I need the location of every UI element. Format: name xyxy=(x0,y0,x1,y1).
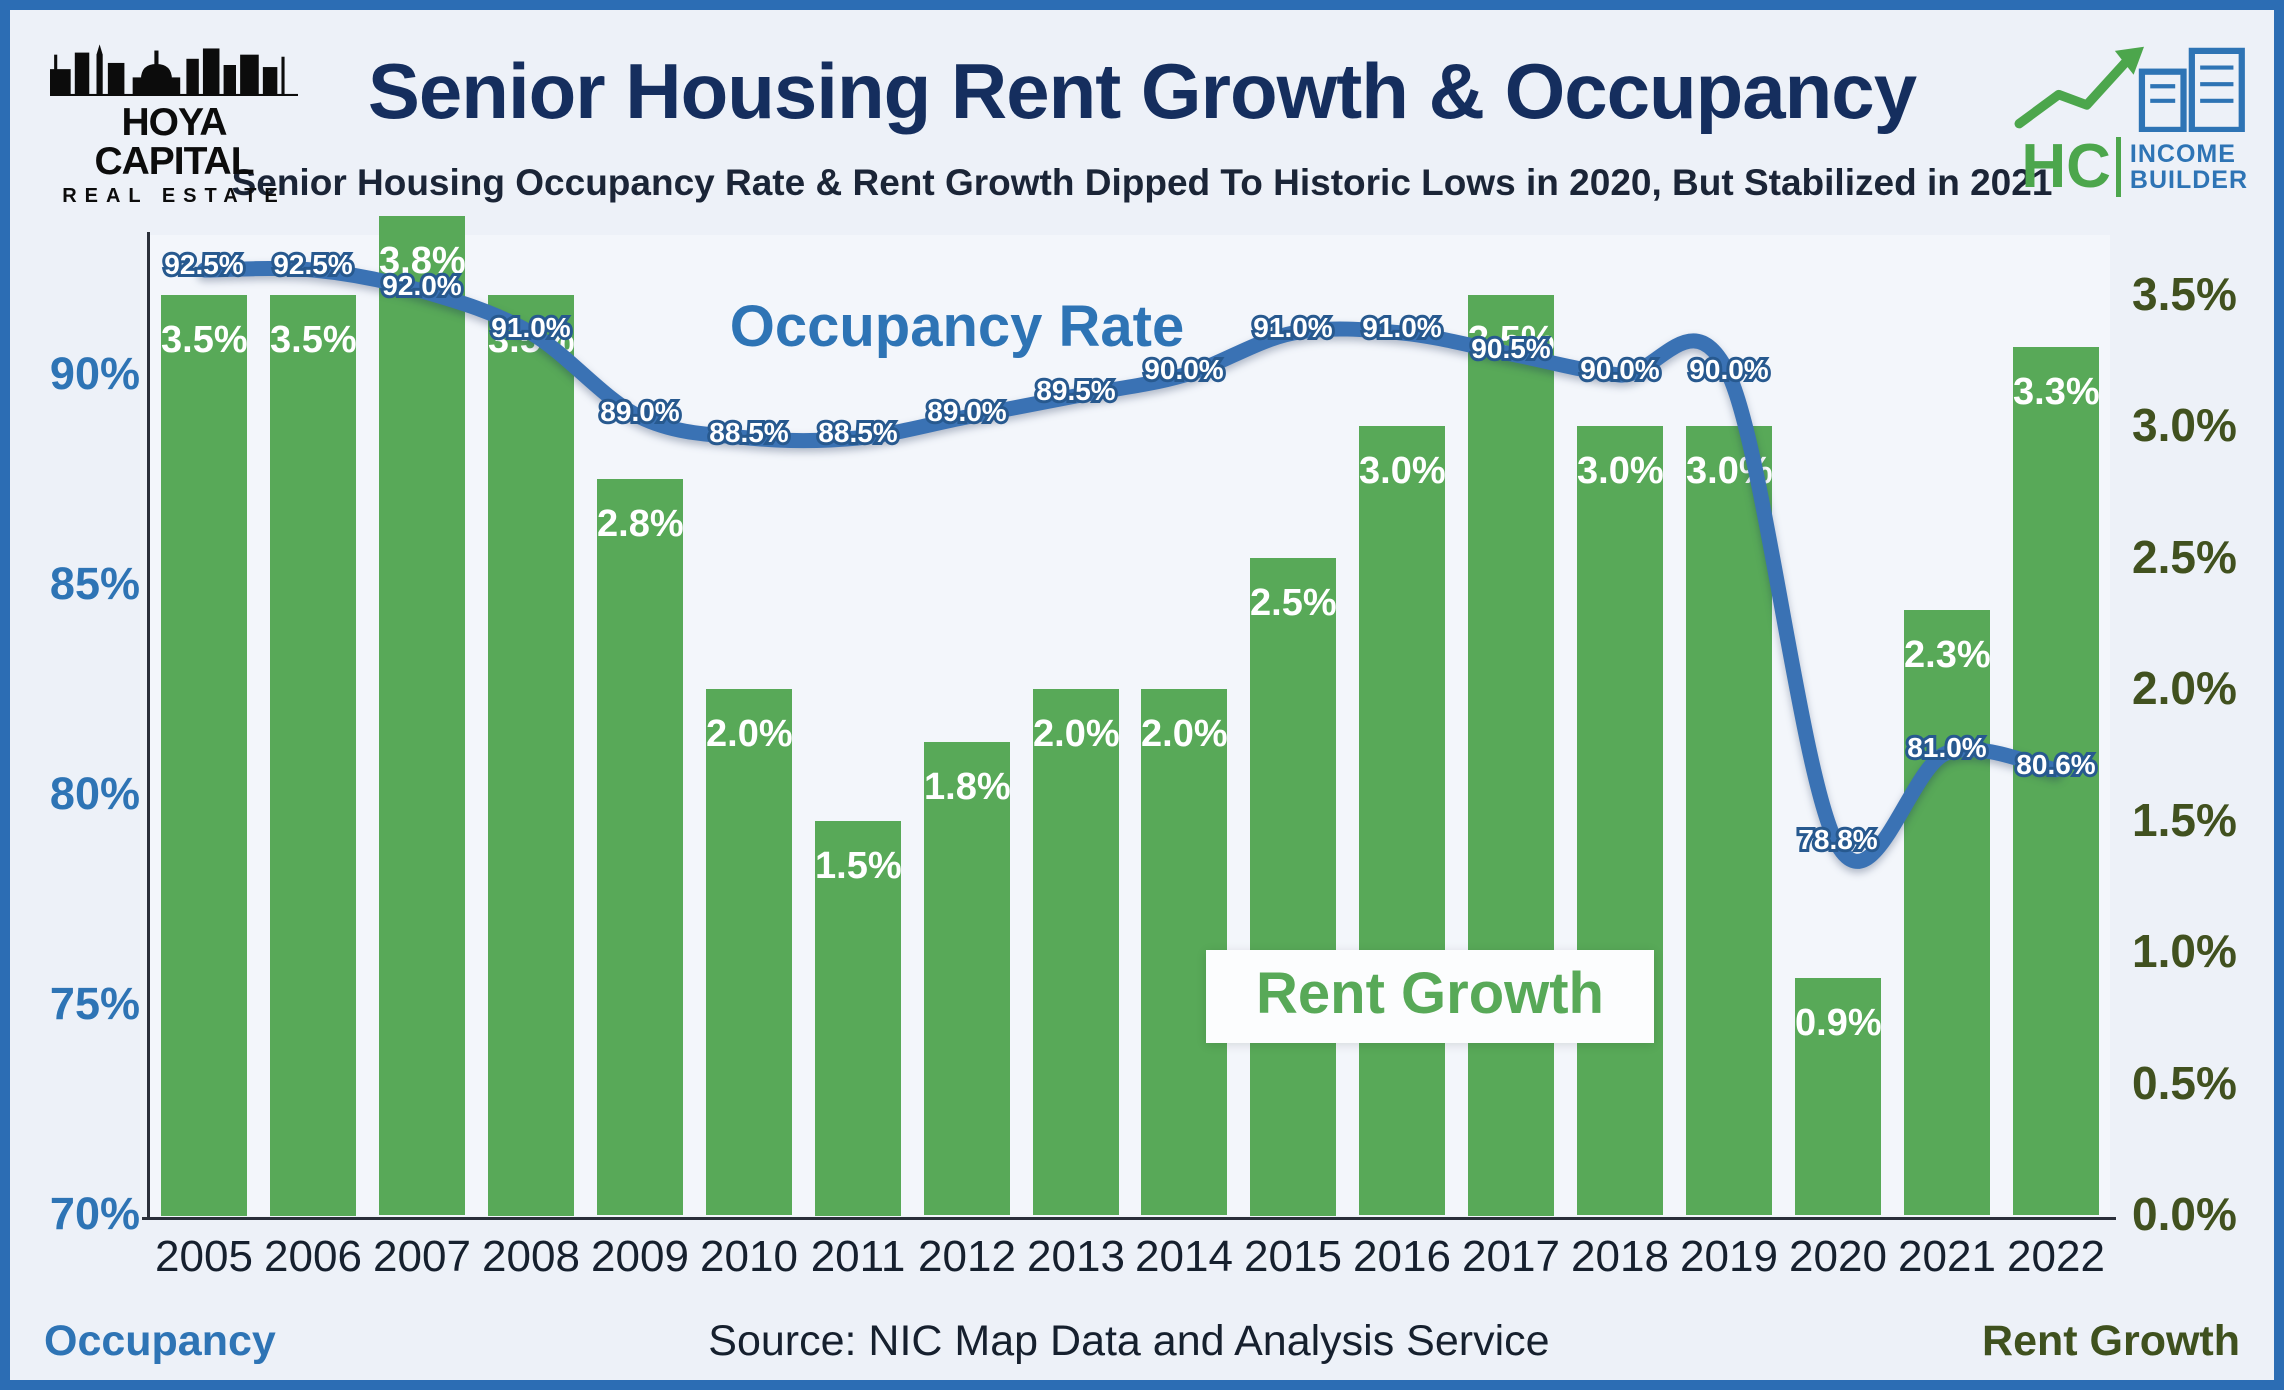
page-subtitle: Senior Housing Occupancy Rate & Rent Gro… xyxy=(231,162,2053,203)
right-axis-tick: 0.0% xyxy=(2132,1188,2237,1240)
left-axis-tick: 70% xyxy=(49,1188,140,1239)
right-axis-tick: 3.0% xyxy=(2132,399,2237,451)
hci-divider-bar xyxy=(2115,137,2121,197)
rent-growth-bar: 2.3% xyxy=(1904,610,1991,1215)
hci-wordmark: HC INCOME BUILDER xyxy=(1988,132,2248,202)
x-axis-year-label: 2014 xyxy=(1135,1232,1233,1281)
rent-growth-bar: 3.5% xyxy=(488,295,575,1216)
rent-growth-bar: 3.5% xyxy=(1468,295,1555,1216)
y-axis-line xyxy=(147,232,150,1220)
x-axis-line xyxy=(142,1217,2116,1220)
x-axis-year-label: 2019 xyxy=(1680,1232,1778,1281)
real-estate-wordmark: REAL ESTATE xyxy=(62,185,286,207)
bar-value-label: 2.0% xyxy=(1141,713,1228,755)
rent-growth-bar: 3.0% xyxy=(1577,426,1664,1215)
rent-growth-bar: 2.0% xyxy=(706,689,793,1215)
rent-growth-bar: 3.8% xyxy=(379,216,466,1215)
right-axis-tick: 1.0% xyxy=(2132,925,2237,977)
right-axis-tick: 2.5% xyxy=(2132,531,2237,583)
bar-value-label: 3.5% xyxy=(161,319,248,361)
x-axis-year-label: 2005 xyxy=(155,1232,253,1281)
hci-income-builder-logo: HC INCOME BUILDER xyxy=(1988,28,2248,197)
left-axis-caption: Occupancy xyxy=(44,1317,276,1365)
rent-growth-bar: 2.5% xyxy=(1250,558,1337,1216)
x-axis-year-label: 2013 xyxy=(1027,1232,1125,1281)
bar-value-label: 3.0% xyxy=(1686,450,1773,492)
hc-letters: HC xyxy=(2021,132,2111,202)
bar-value-label: 2.3% xyxy=(1904,634,1991,676)
left-axis-tick: 80% xyxy=(49,768,140,819)
occupancy-rate-annotation: Occupancy Rate xyxy=(729,294,1185,359)
x-axis-year-label: 2022 xyxy=(2007,1232,2105,1281)
x-axis-year-label: 2011 xyxy=(810,1232,906,1281)
bar-value-label: 0.9% xyxy=(1795,1002,1882,1044)
rent-growth-bar: 3.3% xyxy=(2013,347,2100,1215)
bar-value-label: 1.5% xyxy=(815,845,902,887)
rent-growth-bar: 1.5% xyxy=(815,821,902,1216)
bar-value-label: 3.8% xyxy=(379,240,466,282)
x-axis-year-label: 2017 xyxy=(1462,1232,1560,1281)
bar-value-label: 3.5% xyxy=(270,319,357,361)
right-axis-tick: 0.5% xyxy=(2132,1057,2237,1109)
left-axis-tick: 75% xyxy=(49,978,140,1029)
chart-area: Occupancy Rate Rent Growth 70% 75% 80% 85% 9… xyxy=(10,10,2274,1380)
rent-growth-bar: 3.0% xyxy=(1686,426,1773,1215)
rent-growth-annotation: Rent Growth xyxy=(1206,950,1654,1043)
dc-skyline-icon xyxy=(50,44,298,96)
bar-value-label: 3.3% xyxy=(2013,371,2100,413)
x-axis-year-label: 2009 xyxy=(591,1232,689,1281)
hoya-capital-logo: HOYA CAPITAL REAL ESTATE xyxy=(44,34,304,208)
bar-value-label: 3.5% xyxy=(488,319,575,361)
rent-growth-bar: 1.8% xyxy=(924,742,1011,1215)
x-axis-year-label: 2007 xyxy=(373,1232,471,1281)
bar-value-label: 1.8% xyxy=(924,766,1011,808)
x-axis-year-label: 2018 xyxy=(1571,1232,1669,1281)
source-caption: Source: NIC Map Data and Analysis Servic… xyxy=(708,1317,1550,1365)
buildings-growth-icon xyxy=(2014,46,2245,134)
bar-value-label: 3.0% xyxy=(1359,450,1446,492)
page-title: Senior Housing Rent Growth & Occupancy xyxy=(367,47,1917,135)
x-axis-year-label: 2010 xyxy=(700,1232,798,1281)
rent-growth-bar: 0.9% xyxy=(1795,978,1882,1215)
bar-value-label: 3.5% xyxy=(1468,319,1555,361)
rent-growth-bar: 2.8% xyxy=(597,479,684,1215)
x-axis-year-label: 2016 xyxy=(1353,1232,1451,1281)
x-axis-year-label: 2020 xyxy=(1789,1232,1887,1281)
x-axis-year-label: 2021 xyxy=(1898,1232,1996,1281)
footer: Occupancy Source: NIC Map Data and Analy… xyxy=(44,1317,2240,1366)
rent-growth-bar: 3.0% xyxy=(1359,426,1446,1215)
bar-value-label: 2.0% xyxy=(1033,713,1120,755)
rent-growth-bar: 3.5% xyxy=(161,295,248,1216)
left-axis-tick: 90% xyxy=(49,348,140,399)
bar-value-label: 2.0% xyxy=(706,713,793,755)
bar-value-label: 2.5% xyxy=(1250,582,1337,624)
x-axis-year-label: 2012 xyxy=(918,1232,1016,1281)
left-axis-tick: 85% xyxy=(49,558,140,609)
right-axis-caption: Rent Growth xyxy=(1982,1317,2240,1365)
rent-growth-bar: 2.0% xyxy=(1033,689,1120,1215)
income-builder-text: INCOME BUILDER xyxy=(2129,139,2248,194)
x-axis-year-label: 2006 xyxy=(264,1232,362,1281)
bar-value-label: 2.8% xyxy=(597,503,684,545)
right-axis-tick: 3.5% xyxy=(2132,268,2237,320)
right-axis-tick: 2.0% xyxy=(2132,662,2237,714)
x-axis-year-label: 2008 xyxy=(482,1232,580,1281)
bar-value-label: 3.0% xyxy=(1577,450,1664,492)
hoya-capital-wordmark: HOYA CAPITAL xyxy=(94,101,254,183)
rent-growth-bar: 3.5% xyxy=(270,295,357,1216)
x-axis-year-label: 2015 xyxy=(1244,1232,1342,1281)
right-axis-tick: 1.5% xyxy=(2132,794,2237,846)
